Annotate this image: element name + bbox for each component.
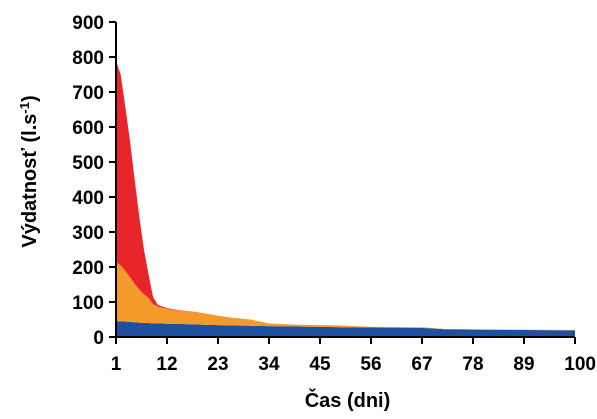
y-tick-label: 300 [72, 223, 104, 244]
y-tick-label: 600 [72, 118, 104, 139]
area-series-3 [116, 60, 575, 330]
area-series-2 [116, 261, 575, 331]
y-axis-title-close: ) [19, 95, 41, 102]
y-tick-label: 200 [72, 258, 104, 279]
y-tick-label: 800 [72, 48, 104, 69]
area-series-1 [116, 321, 575, 337]
y-tick-label: 500 [72, 153, 104, 174]
y-tick-label: 700 [72, 83, 104, 104]
y-axis-title-sup: -1 [17, 102, 32, 114]
x-tick-label: 34 [258, 354, 280, 375]
x-tick-label: 12 [156, 354, 177, 375]
y-tick-label: 0 [93, 328, 104, 349]
y-axis-ticks: 0 100 200 300 400 500 600 700 800 900 [72, 13, 116, 349]
y-axis-title-main: Výdatnosť (l.s [19, 114, 41, 248]
x-tick-label: 78 [462, 354, 483, 375]
x-tick-label: 67 [411, 354, 432, 375]
x-tick-label: 89 [513, 354, 534, 375]
y-axis-title: Výdatnosť (l.s-1) [17, 95, 42, 247]
x-tick-label: 1 [111, 354, 122, 375]
x-axis-ticks: 1 12 23 34 45 56 67 78 89 100 [111, 337, 596, 375]
x-axis-title: Čas (dni) [305, 388, 391, 412]
x-tick-label: 56 [360, 354, 381, 375]
y-tick-label: 400 [72, 188, 104, 209]
area-layers [116, 60, 575, 337]
y-tick-label: 100 [72, 293, 104, 314]
y-tick-label: 900 [72, 13, 104, 34]
x-tick-label: 100 [564, 354, 596, 375]
x-tick-label: 23 [207, 354, 228, 375]
x-tick-label: 45 [309, 354, 331, 375]
